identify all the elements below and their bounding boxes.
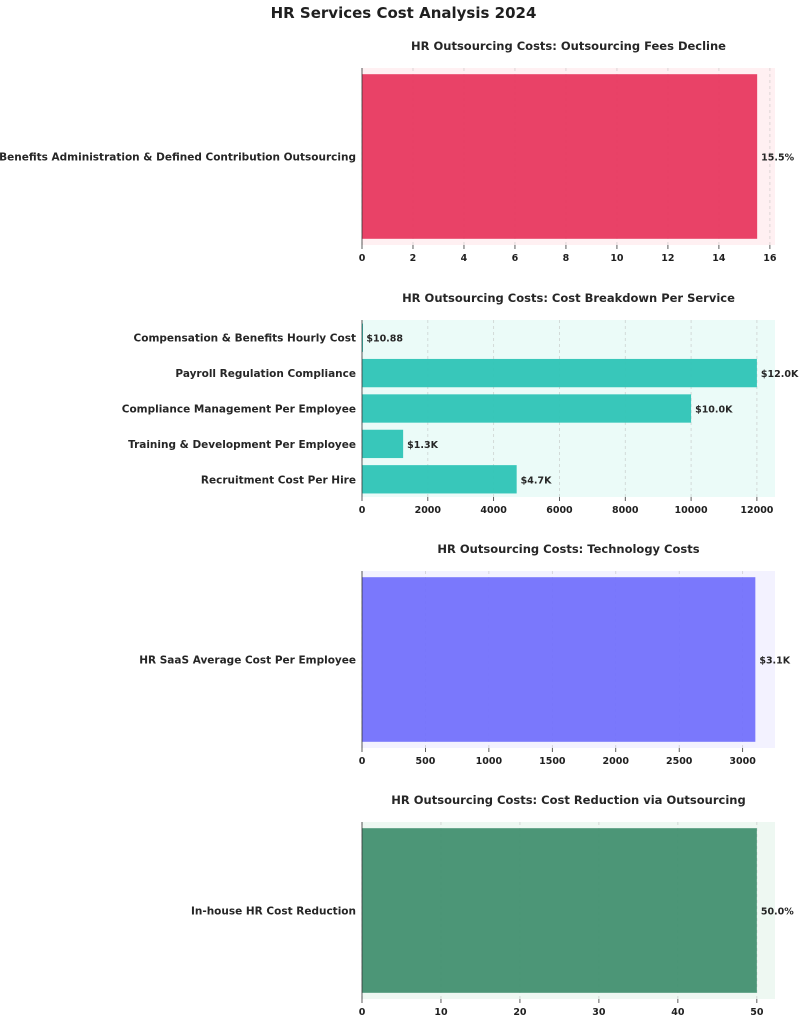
chart-title: HR Outsourcing Costs: Cost Breakdown Per…	[402, 291, 735, 305]
x-tick-label: 1500	[539, 756, 566, 767]
x-tick-label: 6000	[546, 505, 573, 516]
bar	[362, 394, 692, 423]
data-label: 50.0%	[761, 907, 794, 918]
data-label: 15.5%	[761, 153, 794, 164]
data-label: $1.3K	[407, 440, 438, 451]
x-tick-label: 50	[750, 1007, 764, 1018]
x-tick-label: 2500	[666, 756, 693, 767]
x-tick-label: 30	[592, 1007, 606, 1018]
chart-title: HR Outsourcing Costs: Technology Costs	[437, 542, 699, 556]
x-tick-label: 40	[671, 1007, 685, 1018]
x-tick-label: 8000	[612, 505, 639, 516]
data-label: $10.0K	[695, 405, 733, 416]
x-tick-label: 500	[416, 756, 436, 767]
category-label: Benefits Administration & Defined Contri…	[0, 152, 356, 164]
chart-panel-3: HR Outsourcing Costs: Technology Costs HR…	[139, 542, 791, 767]
x-tick-label: 0	[359, 1007, 366, 1018]
x-tick-label: 3000	[729, 756, 756, 767]
data-label: $4.7K	[521, 475, 552, 486]
x-tick-label: 2	[410, 253, 417, 264]
bar	[362, 429, 404, 459]
x-tick-label: 6	[512, 253, 519, 264]
x-tick-label: 20	[513, 1007, 527, 1018]
x-tick-label: 2000	[603, 756, 630, 767]
category-label: Training & Development Per Employee	[128, 439, 356, 451]
category-label: In-house HR Cost Reduction	[191, 906, 356, 918]
chart-panel-4: HR Outsourcing Costs: Cost Reduction via…	[191, 793, 794, 1018]
x-tick-label: 0	[359, 505, 366, 516]
data-label: $10.88	[366, 334, 403, 345]
category-label: HR SaaS Average Cost Per Employee	[139, 655, 356, 667]
x-tick-label: 4	[461, 253, 468, 264]
x-tick-label: 10	[434, 1007, 448, 1018]
bar	[362, 828, 757, 993]
x-tick-label: 1000	[476, 756, 503, 767]
page-title: HR Services Cost Analysis 2024	[270, 4, 537, 22]
bar	[362, 358, 757, 388]
chart-panel-1: HR Outsourcing Costs: Outsourcing Fees D…	[0, 39, 795, 264]
x-tick-label: 0	[359, 253, 366, 264]
chart-panel-2: HR Outsourcing Costs: Cost Breakdown Per…	[122, 291, 799, 516]
category-label: Compensation & Benefits Hourly Cost	[134, 333, 356, 345]
x-tick-label: 2000	[415, 505, 442, 516]
category-label: Payroll Regulation Compliance	[175, 368, 356, 380]
chart-title: HR Outsourcing Costs: Cost Reduction via…	[391, 793, 745, 807]
bar	[362, 74, 758, 239]
bar	[362, 577, 756, 742]
x-tick-label: 16	[763, 253, 777, 264]
bar	[362, 465, 517, 494]
x-tick-label: 10	[610, 253, 624, 264]
x-tick-label: 14	[712, 253, 726, 264]
bar	[362, 323, 363, 352]
x-tick-label: 4000	[480, 505, 507, 516]
data-label: $12.0K	[761, 369, 799, 380]
x-tick-label: 8	[563, 253, 570, 264]
x-tick-label: 0	[359, 756, 366, 767]
x-tick-label: 12	[661, 253, 674, 264]
category-label: Recruitment Cost Per Hire	[201, 474, 356, 486]
x-tick-label: 12000	[740, 505, 773, 516]
category-label: Compliance Management Per Employee	[122, 404, 356, 416]
x-tick-label: 10000	[675, 505, 708, 516]
chart-title: HR Outsourcing Costs: Outsourcing Fees D…	[411, 39, 726, 53]
data-label: $3.1K	[759, 656, 790, 667]
